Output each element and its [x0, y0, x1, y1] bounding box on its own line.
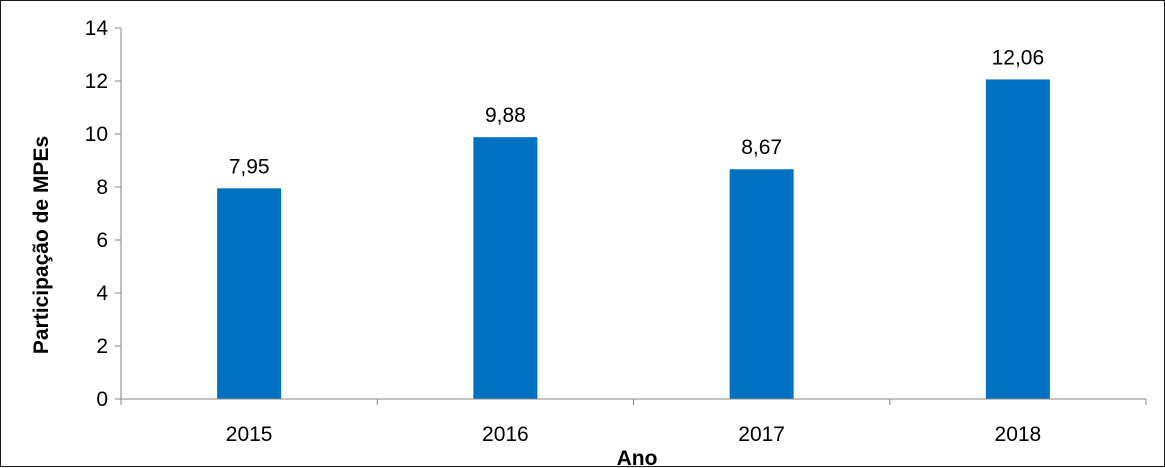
bars — [217, 79, 1050, 399]
y-tick-label: 4 — [96, 282, 108, 305]
y-axis-title: Participação de MPEs — [30, 136, 53, 354]
data-label-2018: 12,06 — [992, 46, 1045, 69]
bar-2017 — [729, 169, 794, 399]
bar-2018 — [985, 79, 1050, 399]
data-label-2017: 8,67 — [741, 136, 782, 159]
y-tick-label: 10 — [85, 123, 108, 146]
x-tick-label-2017: 2017 — [738, 423, 785, 446]
y-tick-label: 2 — [96, 335, 108, 358]
data-label-2016: 9,88 — [485, 104, 526, 127]
data-label-2015: 7,95 — [229, 155, 270, 178]
y-axis-ticks: 0 2 4 6 8 10 12 14 — [85, 17, 121, 411]
data-labels: 7,95 9,88 8,67 12,06 — [229, 46, 1044, 178]
x-tick-label-2015: 2015 — [226, 423, 273, 446]
x-tick-label-2016: 2016 — [482, 423, 529, 446]
y-tick-label: 6 — [96, 229, 108, 252]
y-tick-label: 0 — [96, 388, 108, 411]
y-tick-label: 14 — [85, 17, 109, 40]
x-axis-ticks: 2015 2016 2017 2018 — [120, 399, 1147, 446]
bar-2015 — [217, 188, 282, 399]
y-tick-label: 12 — [85, 70, 108, 93]
x-axis-title: Ano — [617, 447, 658, 468]
y-tick-label: 8 — [96, 176, 108, 199]
bar-2016 — [473, 137, 538, 399]
x-tick-label-2018: 2018 — [995, 423, 1042, 446]
